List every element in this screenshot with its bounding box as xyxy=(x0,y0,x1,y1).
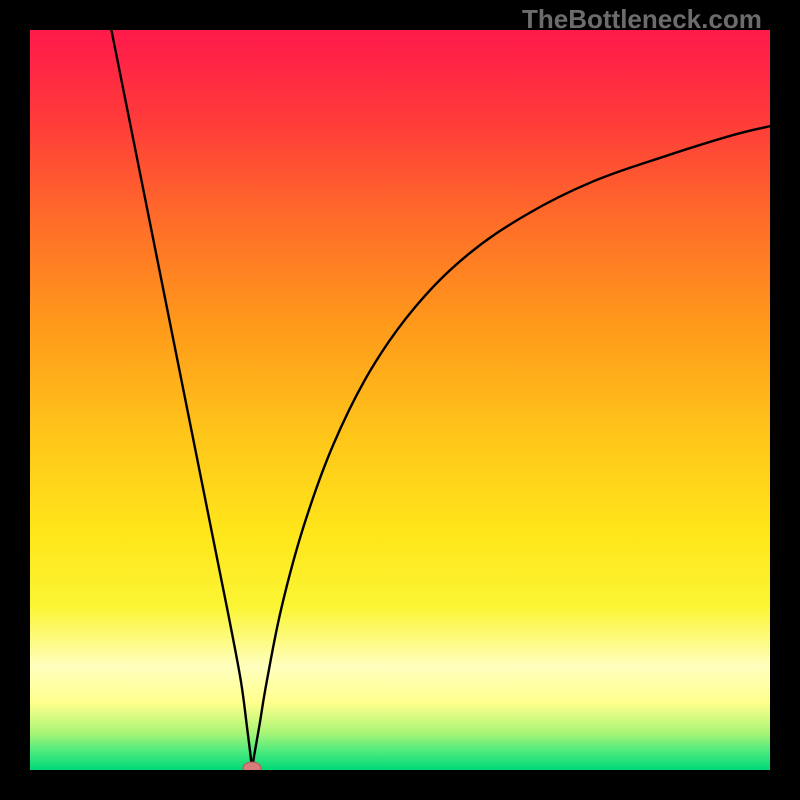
plot-area xyxy=(30,30,770,770)
chart-outer: TheBottleneck.com xyxy=(0,0,800,800)
watermark-text: TheBottleneck.com xyxy=(522,4,762,35)
